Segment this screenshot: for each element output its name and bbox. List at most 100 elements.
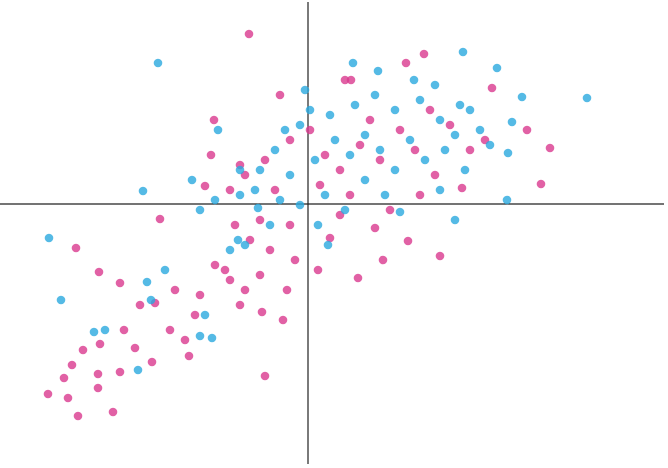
scatter-point bbox=[435, 115, 445, 125]
scatter-point bbox=[278, 315, 288, 325]
scatter-point bbox=[325, 233, 335, 243]
scatter-point bbox=[255, 215, 265, 225]
scatter-point bbox=[345, 190, 355, 200]
scatter-point bbox=[195, 331, 205, 341]
scatter-point bbox=[270, 185, 280, 195]
scatter-point bbox=[350, 100, 360, 110]
scatter-point bbox=[313, 265, 323, 275]
scatter-point bbox=[207, 333, 217, 343]
scatter-point bbox=[355, 140, 365, 150]
scatter-point bbox=[420, 155, 430, 165]
scatter-point bbox=[487, 83, 497, 93]
scatter-point bbox=[56, 295, 66, 305]
scatter-point bbox=[200, 181, 210, 191]
scatter-point bbox=[435, 251, 445, 261]
scatter-point bbox=[395, 125, 405, 135]
scatter-point bbox=[133, 365, 143, 375]
scatter-point bbox=[130, 343, 140, 353]
scatter-point bbox=[265, 220, 275, 230]
scatter-point bbox=[410, 145, 420, 155]
scatter-point bbox=[320, 190, 330, 200]
scatter-point bbox=[71, 243, 81, 253]
scatter-point bbox=[108, 407, 118, 417]
scatter-point bbox=[93, 383, 103, 393]
scatter-point bbox=[73, 411, 83, 421]
scatter-point bbox=[340, 205, 350, 215]
scatter-point bbox=[300, 85, 310, 95]
scatter-point bbox=[305, 105, 315, 115]
scatter-point bbox=[44, 233, 54, 243]
scatter-point bbox=[373, 66, 383, 76]
scatter-point bbox=[295, 120, 305, 130]
scatter-point bbox=[115, 367, 125, 377]
scatter-point bbox=[450, 215, 460, 225]
scatter-point bbox=[244, 29, 254, 39]
scatter-point bbox=[250, 185, 260, 195]
scatter-point bbox=[78, 345, 88, 355]
scatter-point bbox=[405, 135, 415, 145]
scatter-point bbox=[147, 357, 157, 367]
scatter-point bbox=[67, 360, 77, 370]
scatter-point bbox=[115, 278, 125, 288]
scatter-point bbox=[285, 220, 295, 230]
scatter-point bbox=[195, 290, 205, 300]
scatter-point bbox=[582, 93, 592, 103]
scatter-point bbox=[225, 245, 235, 255]
scatter-point bbox=[155, 214, 165, 224]
scatter-point bbox=[485, 140, 495, 150]
scatter-point bbox=[187, 175, 197, 185]
scatter-point bbox=[390, 105, 400, 115]
scatter-point bbox=[255, 165, 265, 175]
scatter-point bbox=[275, 90, 285, 100]
scatter-point bbox=[360, 175, 370, 185]
scatter-point bbox=[235, 165, 245, 175]
scatter-point bbox=[195, 205, 205, 215]
scatter-point bbox=[225, 185, 235, 195]
scatter-point bbox=[536, 179, 546, 189]
scatter-point bbox=[325, 110, 335, 120]
scatter-point bbox=[345, 150, 355, 160]
scatter-point bbox=[275, 195, 285, 205]
scatter-point bbox=[225, 275, 235, 285]
scatter-point bbox=[360, 130, 370, 140]
scatter-point bbox=[165, 325, 175, 335]
scatter-point bbox=[335, 165, 345, 175]
scatter-point bbox=[190, 310, 200, 320]
scatter-point bbox=[43, 389, 53, 399]
scatter-point bbox=[119, 325, 129, 335]
scatter-point bbox=[430, 170, 440, 180]
scatter-point bbox=[458, 47, 468, 57]
scatter-point bbox=[346, 75, 356, 85]
scatter-point bbox=[213, 125, 223, 135]
scatter-point bbox=[135, 300, 145, 310]
scatter-point bbox=[522, 125, 532, 135]
scatter-point bbox=[235, 300, 245, 310]
scatter-point bbox=[255, 270, 265, 280]
scatter-point bbox=[455, 100, 465, 110]
scatter-point bbox=[415, 95, 425, 105]
scatter-point bbox=[146, 295, 156, 305]
scatter-point bbox=[240, 285, 250, 295]
scatter-point bbox=[390, 165, 400, 175]
scatter-point bbox=[63, 393, 73, 403]
scatter-point bbox=[184, 351, 194, 361]
scatter-point bbox=[95, 339, 105, 349]
scatter-point bbox=[142, 277, 152, 287]
scatter-point bbox=[475, 125, 485, 135]
scatter-point bbox=[153, 58, 163, 68]
scatter-point bbox=[94, 267, 104, 277]
scatter-point bbox=[323, 240, 333, 250]
scatter-point bbox=[93, 369, 103, 379]
scatter-point bbox=[401, 58, 411, 68]
scatter-point bbox=[465, 105, 475, 115]
scatter-point bbox=[330, 135, 340, 145]
scatter-point bbox=[395, 207, 405, 217]
scatter-point bbox=[210, 195, 220, 205]
scatter-point bbox=[315, 180, 325, 190]
scatter-point bbox=[100, 325, 110, 335]
scatter-point bbox=[285, 170, 295, 180]
scatter-point bbox=[460, 165, 470, 175]
scatter-point bbox=[180, 335, 190, 345]
